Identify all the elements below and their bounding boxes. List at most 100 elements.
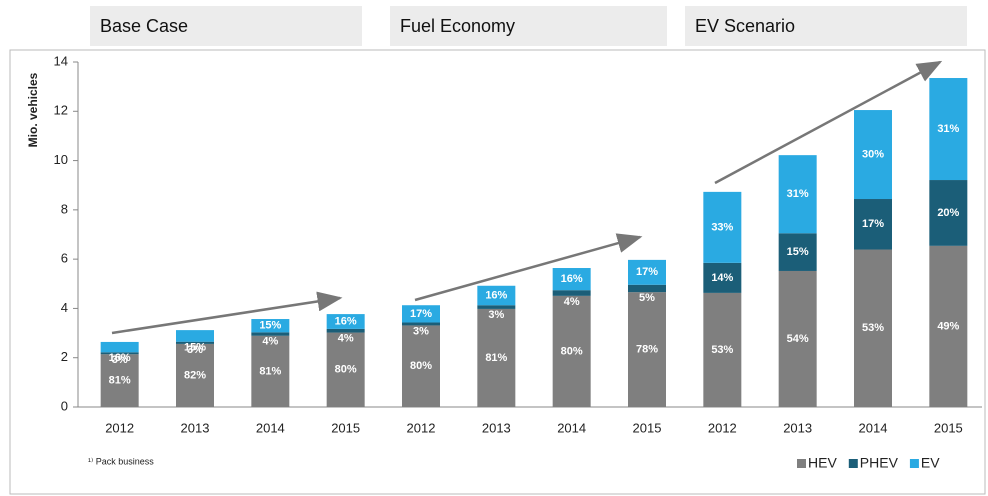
segment-label: 16%	[335, 315, 357, 327]
segment-label: 3%	[187, 344, 203, 356]
segment-label: 31%	[787, 188, 809, 200]
segment-label: 3%	[413, 325, 429, 337]
group-header-box	[390, 6, 667, 46]
x-tick-label: 2012	[407, 420, 436, 435]
y-tick-label: 8	[61, 201, 68, 216]
bar-segment	[251, 332, 290, 336]
y-tick-label: 0	[61, 398, 68, 413]
bar-segment	[778, 270, 817, 407]
segment-label: 4%	[262, 336, 278, 348]
bar-segment	[402, 325, 440, 407]
legend-swatch	[797, 459, 806, 468]
segment-label: 17%	[410, 308, 432, 320]
segment-label: 31%	[937, 123, 959, 135]
bar-segment	[326, 332, 365, 407]
x-tick-label: 2012	[105, 420, 134, 435]
segment-label: 15%	[787, 246, 809, 258]
trend-arrow	[111, 291, 343, 335]
bar-segment	[929, 78, 968, 181]
x-tick-label: 2013	[482, 420, 511, 435]
segment-label: 33%	[711, 221, 733, 233]
bar-segment	[854, 249, 892, 407]
bar-segment	[176, 341, 214, 344]
bar-segment	[402, 322, 440, 326]
bar-segment	[100, 341, 139, 353]
segment-label: 3%	[112, 354, 128, 366]
x-tick-label: 2013	[783, 420, 812, 435]
segment-label: 3%	[488, 309, 504, 321]
bar-segment	[854, 199, 892, 250]
segment-label: 14%	[711, 272, 733, 284]
segment-label: 53%	[711, 344, 733, 356]
trend-arrow	[414, 233, 643, 302]
bar-segment	[929, 245, 968, 407]
bar-segment	[100, 352, 139, 355]
group-header: Base Case	[100, 16, 188, 36]
group-header-box	[90, 6, 362, 46]
bar-segment	[176, 330, 214, 342]
segment-label: 80%	[410, 360, 432, 372]
segment-label: 17%	[862, 218, 884, 230]
x-tick-label: 2014	[859, 420, 888, 435]
segment-label: 17%	[636, 266, 658, 278]
segment-label: 53%	[862, 322, 884, 334]
legend-label: PHEV	[860, 455, 899, 471]
segment-label: 16%	[561, 273, 583, 285]
bar-segment	[326, 314, 365, 329]
bar-segment	[552, 268, 591, 291]
bar-segment	[703, 292, 742, 407]
bar-segment	[477, 305, 516, 309]
segment-label: 15%	[184, 342, 206, 354]
segment-label: 15%	[259, 320, 281, 332]
bar-segment	[628, 292, 666, 407]
segment-label: 82%	[184, 369, 206, 381]
x-tick-label: 2013	[181, 420, 210, 435]
bar-segment	[251, 319, 290, 333]
y-tick-label: 4	[61, 300, 68, 315]
bar-segment	[552, 295, 591, 407]
bar-segment	[778, 155, 817, 234]
group-header: EV Scenario	[695, 16, 795, 36]
bar-segment	[326, 328, 365, 333]
legend-label: EV	[921, 455, 940, 471]
segment-label: 81%	[485, 352, 507, 364]
legend-swatch	[848, 459, 858, 468]
bar-segment	[100, 354, 139, 407]
bar-segment	[778, 233, 817, 271]
legend-label: HEV	[808, 455, 837, 471]
segment-label: 30%	[862, 148, 884, 160]
bar-segment	[628, 284, 666, 293]
y-tick-label: 2	[61, 349, 68, 364]
segment-label: 80%	[561, 345, 583, 357]
bar-segment	[251, 335, 290, 407]
bar-segment	[402, 305, 440, 323]
segment-label: 20%	[937, 207, 959, 219]
legend-swatch	[909, 459, 919, 468]
y-tick-label: 14	[54, 53, 68, 68]
x-tick-label: 2015	[934, 420, 963, 435]
segment-label: 4%	[338, 332, 354, 344]
trend-arrow	[714, 60, 943, 185]
bar-segment	[477, 285, 516, 306]
segment-label: 5%	[639, 292, 655, 304]
segment-label: 54%	[787, 333, 809, 345]
y-axis-label: Mio. vehicles	[26, 72, 40, 147]
x-tick-label: 2015	[633, 420, 662, 435]
bar-segment	[628, 259, 666, 285]
bar-segment	[703, 191, 742, 263]
group-header-box	[685, 6, 967, 46]
bar-segment	[854, 110, 892, 200]
x-tick-label: 2014	[557, 420, 586, 435]
y-tick-label: 12	[54, 103, 68, 118]
segment-label: 16%	[485, 289, 507, 301]
bar-segment	[703, 262, 742, 293]
segment-label: 81%	[109, 375, 131, 387]
group-header: Fuel Economy	[400, 16, 515, 36]
segment-label: 80%	[335, 364, 357, 376]
bar-segment	[477, 308, 516, 407]
segment-label: 49%	[937, 320, 959, 332]
segment-label: 4%	[564, 296, 580, 308]
y-tick-label: 6	[61, 251, 68, 266]
